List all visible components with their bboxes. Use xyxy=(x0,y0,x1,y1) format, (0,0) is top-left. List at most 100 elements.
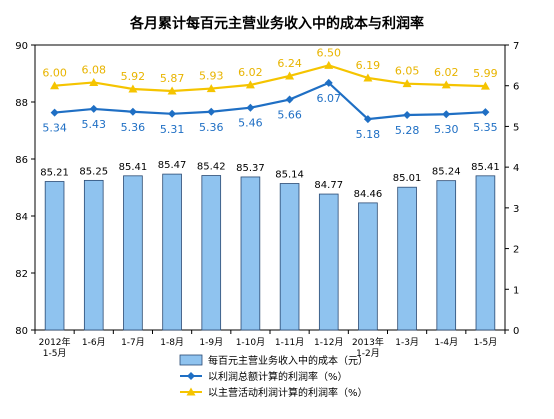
right-axis-tick-label: 4 xyxy=(513,163,519,174)
bar xyxy=(318,193,339,331)
point-value-label: 6.50 xyxy=(317,46,342,59)
point-value-label: 5.28 xyxy=(395,124,420,137)
line-series xyxy=(50,60,490,124)
bar xyxy=(44,181,65,331)
point-value-label: 5.99 xyxy=(473,67,498,80)
point-value-label: 6.02 xyxy=(238,66,263,79)
point-value-label: 6.08 xyxy=(82,63,107,76)
right-axis-tick-label: 0 xyxy=(513,326,519,337)
point-value-label: 5.43 xyxy=(82,118,107,131)
legend-label: 每百元主营业务收入中的成本（元） xyxy=(208,354,368,367)
point-value-label: 5.36 xyxy=(121,121,146,134)
series-line xyxy=(54,81,486,121)
bar-value-label: 85.42 xyxy=(197,162,226,173)
x-axis-tick-label: 2012年 xyxy=(39,336,71,348)
point-value-label: 5.93 xyxy=(199,70,224,83)
bar-value-label: 85.24 xyxy=(432,167,461,178)
data-point xyxy=(128,84,138,93)
right-axis-tick-label: 6 xyxy=(513,82,519,93)
bar-value-label: 84.46 xyxy=(354,189,383,200)
data-point xyxy=(324,60,334,69)
x-axis-tick-label: 1-9月 xyxy=(199,337,223,348)
legend-swatch-bar xyxy=(179,354,203,366)
right-axis-tick-label: 1 xyxy=(513,285,519,296)
data-point xyxy=(245,80,255,89)
bar xyxy=(240,176,261,331)
bar-series xyxy=(44,173,496,331)
data-point xyxy=(403,111,412,120)
bar xyxy=(123,175,143,331)
point-value-label: 6.24 xyxy=(277,57,302,70)
point-value-label: 5.92 xyxy=(121,70,146,83)
point-value-label: 6.00 xyxy=(42,67,67,80)
left-axis-tick-label: 80 xyxy=(15,326,28,337)
left-axis-tick-label: 88 xyxy=(15,98,28,109)
legend-marker xyxy=(187,372,195,380)
left-axis-tick-label: 90 xyxy=(15,41,28,52)
point-value-label: 5.66 xyxy=(277,109,302,122)
data-point xyxy=(168,109,177,118)
x-axis-tick-label: 1-3月 xyxy=(395,337,419,348)
data-point xyxy=(167,86,177,95)
bar-value-label: 85.41 xyxy=(119,162,148,173)
x-axis-tick-label: 1-4月 xyxy=(434,337,458,348)
point-value-label: 5.87 xyxy=(160,72,185,85)
point-value-label: 6.05 xyxy=(395,65,420,78)
data-point xyxy=(324,78,333,87)
bar-value-label: 84.77 xyxy=(314,180,343,191)
bar-value-label: 85.01 xyxy=(393,173,422,184)
bar xyxy=(475,175,496,331)
data-point xyxy=(246,103,255,112)
bar-value-label: 85.21 xyxy=(40,168,69,179)
left-axis-tick-label: 86 xyxy=(15,155,28,166)
chart-title: 各月累计每百元主营业务收入中的成本与利润率 xyxy=(129,15,424,32)
x-axis-tick-label: 1-5月 xyxy=(43,348,67,359)
data-point xyxy=(441,80,451,89)
point-value-label: 5.34 xyxy=(42,122,67,135)
bar-value-label: 85.14 xyxy=(275,170,304,181)
right-axis-tick-label: 7 xyxy=(513,41,519,52)
x-axis-tick-label: 1-11月 xyxy=(275,337,304,348)
point-value-label: 6.07 xyxy=(317,92,342,105)
point-value-label: 5.35 xyxy=(473,121,498,134)
x-axis-tick-label: 1-5月 xyxy=(474,337,498,348)
legend-marker xyxy=(186,387,196,396)
data-point xyxy=(128,107,137,116)
left-axis-tick-label: 82 xyxy=(15,269,28,280)
bar xyxy=(279,183,300,331)
bar xyxy=(358,202,378,331)
x-axis-tick-label: 2013年 xyxy=(352,336,384,348)
point-value-label: 5.36 xyxy=(199,121,224,134)
x-axis-tick-label: 1-12月 xyxy=(314,337,343,348)
plot-frame xyxy=(34,44,506,331)
bar-value-label: 85.47 xyxy=(158,160,187,171)
bar xyxy=(162,173,182,331)
data-point xyxy=(206,84,216,93)
right-axis-tick-label: 2 xyxy=(513,245,519,256)
point-value-label: 6.19 xyxy=(356,59,381,72)
data-point xyxy=(89,104,98,113)
data-point xyxy=(481,108,490,117)
data-point xyxy=(285,95,294,104)
data-point xyxy=(207,107,216,116)
legend: 每百元主营业务收入中的成本（元） 以利润总额计算的利润率（%） 以主营活动利润计算的… xyxy=(179,354,368,399)
point-value-label: 5.30 xyxy=(434,123,459,136)
data-labels: 85.21 85.25 85.41 85.47 85.42 85.37 85.14 84.77… xyxy=(40,46,499,200)
data-point xyxy=(50,81,60,90)
series-line xyxy=(54,64,486,93)
plot-area xyxy=(34,44,506,331)
bar xyxy=(436,180,457,331)
x-axis-tick-label: 1-6月 xyxy=(82,337,106,348)
right-axis-tick-label: 3 xyxy=(513,204,519,215)
data-point xyxy=(480,81,490,90)
data-point xyxy=(50,108,59,117)
bar-value-label: 85.25 xyxy=(79,166,108,177)
data-point xyxy=(285,71,295,80)
point-value-label: 5.31 xyxy=(160,123,185,136)
bar xyxy=(83,179,104,331)
point-value-label: 5.18 xyxy=(356,128,381,141)
data-point xyxy=(89,77,99,86)
